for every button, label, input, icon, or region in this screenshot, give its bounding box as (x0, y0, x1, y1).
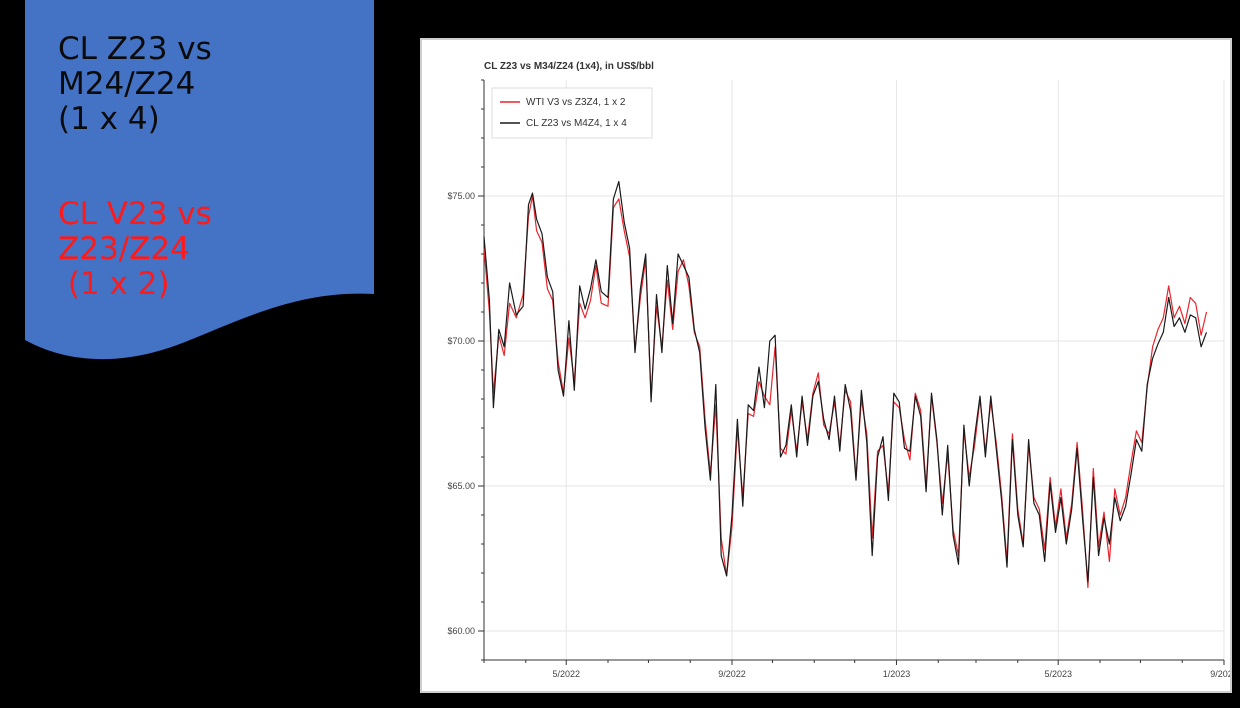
y-tick-label: $70.00 (447, 336, 475, 346)
x-tick-label: 9/2023 (1210, 669, 1230, 679)
title-banner: CL Z23 vs M24/Z24 (1 x 4) CL V23 vs Z23/… (0, 0, 380, 370)
banner-text-primary: CL Z23 vs M24/Z24 (1 x 4) (58, 31, 212, 137)
y-tick-label: $65.00 (447, 481, 475, 491)
x-tick-label: 1/2023 (883, 669, 911, 679)
series-line-2 (483, 180, 1208, 583)
legend-label: CL Z23 vs M4Z4, 1 x 4 (526, 118, 627, 129)
series-line-1 (483, 195, 1208, 589)
chart-title: CL Z23 vs M34/Z24 (1x4), in US$/bbl (484, 61, 654, 72)
legend-label: WTI V3 vs Z3Z4, 1 x 2 (526, 97, 626, 108)
chart-panel: $60.00 $65.00 $70.00 $75.00 5/2022 9/2022 1/20… (420, 38, 1232, 693)
x-tick-label: 9/2022 (718, 669, 746, 679)
x-tick-label: 5/2023 (1044, 669, 1072, 679)
legend-box (491, 87, 653, 139)
banner-text-secondary: CL V23 vs Z23/Z24 (1 x 2) (58, 196, 212, 302)
x-tick-label: 5/2022 (552, 669, 580, 679)
y-tick-label: $60.00 (447, 626, 475, 636)
y-tick-label: $75.00 (447, 191, 475, 201)
line-chart: $60.00 $65.00 $70.00 $75.00 5/2022 9/2022 1/20… (447, 61, 1230, 679)
banner-shape (25, 0, 374, 360)
